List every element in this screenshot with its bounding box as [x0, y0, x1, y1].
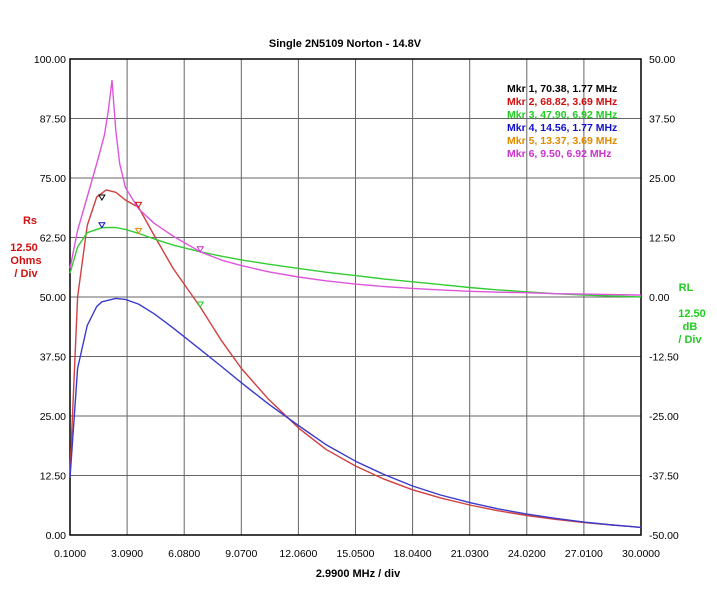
x-tick-label: 18.0400: [394, 548, 432, 560]
marker-point-6: [196, 246, 205, 253]
right-axis-unit: dB: [683, 321, 698, 333]
left-tick-label: 12.50: [40, 471, 66, 483]
marker-points: [98, 194, 205, 308]
right-tick-label: -50.00: [649, 530, 679, 542]
marker-point-3: [196, 301, 205, 308]
left-tick-label: 62.50: [40, 233, 66, 245]
marker-legend-item-6: Mkr 6, 9.50, 6.92 MHz: [507, 148, 611, 160]
series-line-1: [69, 189, 642, 529]
left-axis-per: / Div: [14, 268, 38, 280]
x-tick-label: 3.0900: [111, 548, 143, 560]
left-axis-unit: Ohms: [10, 255, 41, 267]
right-tick-label: 50.00: [649, 54, 675, 66]
series-line-3: [69, 226, 642, 298]
x-tick-label: 27.0100: [565, 548, 603, 560]
x-tick-label: 21.0300: [451, 548, 489, 560]
right-axis-scale: 12.50: [678, 308, 706, 320]
x-tick-label: 24.0200: [508, 548, 546, 560]
left-axis-title: Rs 12.50 Ohms / Div: [10, 215, 41, 280]
right-tick-label: 37.50: [649, 114, 675, 126]
x-tick-label: 0.1000: [54, 548, 86, 560]
left-tick-label: 75.00: [40, 173, 66, 185]
x-tick-label: 9.0700: [225, 548, 257, 560]
series-group: [69, 79, 642, 529]
left-tick-label: 37.50: [40, 352, 66, 364]
right-tick-label: 25.00: [649, 173, 675, 185]
marker-point-5: [134, 227, 143, 235]
right-tick-label: -25.00: [649, 411, 679, 423]
right-axis-name: RL: [679, 282, 694, 294]
series-line-2: [69, 297, 642, 529]
marker-legend-item-2: Mkr 2, 68.82, 3.69 MHz: [507, 96, 617, 108]
left-tick-label: 50.00: [40, 292, 66, 304]
left-tick-label: 100.00: [34, 54, 66, 66]
x-tick-label: 12.0600: [279, 548, 317, 560]
left-axis-ticks: 0.00 12.50 25.00 37.50 50.00 62.50 75.00 87.50 1…: [34, 54, 66, 542]
x-axis-ticks: 0.1000 3.0900 6.0800 9.0700 12.0600 15.0500 18…: [54, 548, 660, 560]
marker-legend-item-5: Mkr 5, 13.37, 3.69 MHz: [507, 135, 617, 147]
right-tick-label: 0.00: [649, 292, 670, 304]
right-tick-label: -37.50: [649, 471, 679, 483]
x-axis-label: 2.9900 MHz / div: [316, 568, 401, 580]
right-axis-ticks: -50.00 -37.50 -25.00 -12.50 0.00 12.50 25.00 37…: [649, 54, 679, 542]
right-tick-label: 12.50: [649, 233, 675, 245]
x-tick-label: 15.0500: [337, 548, 375, 560]
left-axis-name: Rs: [23, 215, 37, 227]
marker-legend-item-4: Mkr 4, 14.56, 1.77 MHz: [507, 122, 617, 134]
left-axis-scale: 12.50: [10, 242, 38, 254]
left-tick-label: 25.00: [40, 411, 66, 423]
right-tick-label: -12.50: [649, 352, 679, 364]
marker-point-1: [98, 194, 106, 201]
right-axis-per: / Div: [678, 334, 702, 346]
chart-title: Single 2N5109 Norton - 14.8V: [269, 38, 422, 50]
right-axis-title: RL 12.50 dB / Div: [678, 282, 706, 346]
left-tick-label: 0.00: [46, 530, 67, 542]
x-tick-label: 30.0000: [622, 548, 660, 560]
marker-legend-item-3: Mkr 3, 47.90, 6.92 MHz: [507, 109, 617, 121]
left-tick-label: 87.50: [40, 114, 66, 126]
marker-point-4: [98, 222, 106, 229]
x-tick-label: 6.0800: [168, 548, 200, 560]
series-line-4: [69, 79, 642, 296]
grid: [70, 59, 641, 535]
marker-legend-item-1: Mkr 1, 70.38, 1.77 MHz: [507, 83, 617, 95]
marker-point-2: [134, 201, 143, 209]
